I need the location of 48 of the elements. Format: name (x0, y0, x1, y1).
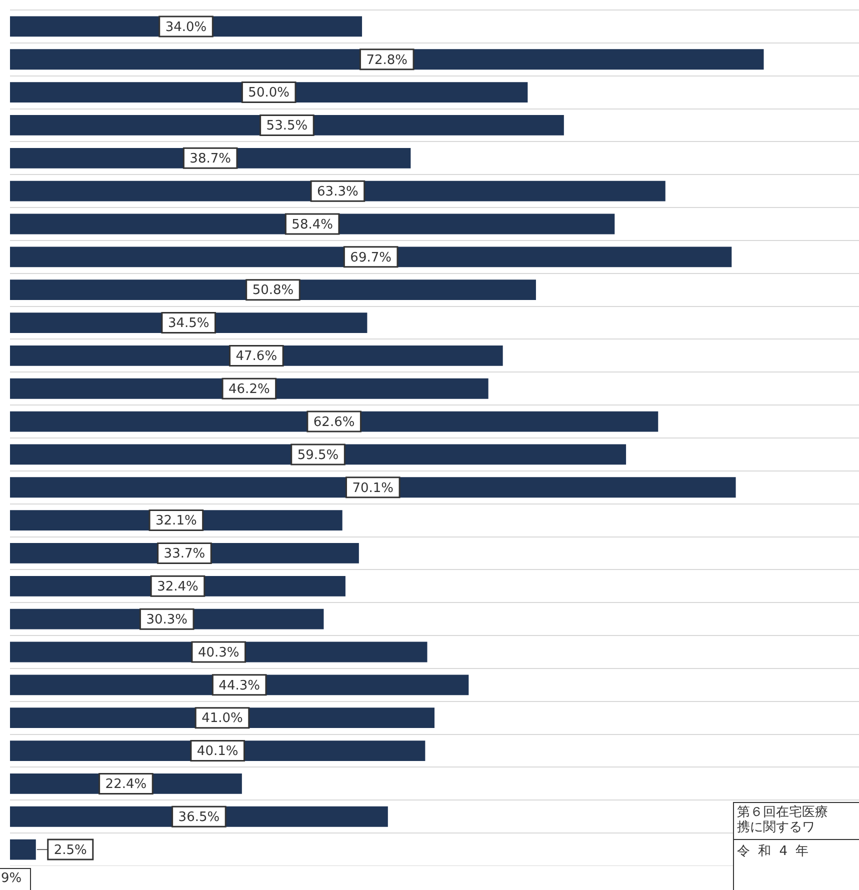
data-label: 40.1% (196, 744, 238, 760)
data-label: 41.0% (202, 711, 243, 726)
data-label: 58.4% (292, 217, 333, 232)
data-label: 2.5% (54, 842, 87, 858)
data-label: 50.8% (252, 283, 294, 298)
annotation: 令 和 4 年 (736, 843, 812, 861)
bar (10, 839, 36, 860)
data-label: 34.0% (165, 20, 207, 35)
data-label: 40.3% (198, 645, 240, 660)
data-label: 63.3% (317, 184, 358, 200)
data-label: 32.4% (157, 580, 198, 595)
data-label: 69.7% (350, 250, 392, 266)
bar (10, 345, 503, 366)
caption-box: 第６回在宅医療 携に関するワ 令 和 4 年 (733, 802, 859, 890)
data-label: 30.3% (146, 612, 188, 628)
data-label: 22.4% (105, 777, 147, 792)
data-label: 46.2% (228, 382, 270, 397)
bar (10, 214, 615, 234)
bar (10, 740, 426, 761)
annotation: 携に関するワ (734, 820, 859, 840)
bar (10, 411, 658, 432)
bar (10, 115, 564, 136)
bar (10, 180, 666, 202)
data-label: 34.5% (168, 316, 210, 332)
bar (10, 82, 528, 103)
bar (10, 148, 411, 168)
bar (10, 444, 626, 465)
data-label: 44.3% (218, 678, 260, 694)
annotation: 第６回在宅医療 (736, 804, 829, 820)
data-label: 33.7% (164, 546, 206, 562)
bar (10, 708, 434, 728)
data-label: 70.1% (352, 480, 394, 496)
data-label: 62.6% (313, 414, 355, 430)
data-label: 36.5% (178, 810, 220, 825)
data-label: 32.1% (156, 514, 197, 529)
data-label: 72.8% (366, 52, 408, 68)
bar (10, 806, 388, 827)
bar (10, 280, 536, 300)
bar (10, 674, 469, 696)
data-label: 47.6% (236, 349, 278, 364)
data-label: 38.7% (190, 152, 231, 167)
data-label: 53.5% (266, 118, 308, 134)
bar (10, 49, 764, 70)
bar (10, 246, 732, 268)
bar (10, 378, 488, 399)
data-label: 50.0% (248, 86, 290, 101)
bar (10, 477, 736, 498)
data-label: 59.5% (297, 448, 339, 463)
